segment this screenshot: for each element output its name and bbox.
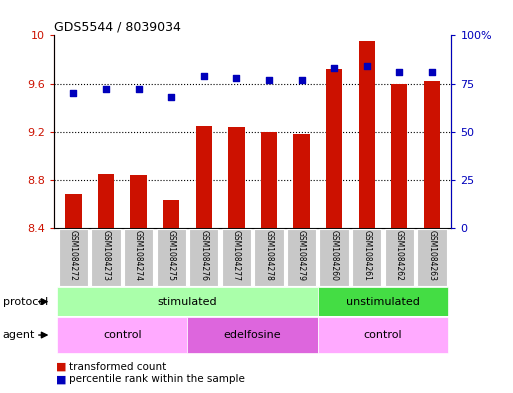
Text: ■: ■ [56, 374, 67, 384]
Bar [98, 174, 114, 228]
Text: GSM1084275: GSM1084275 [167, 230, 175, 281]
Bar [228, 127, 245, 228]
Point [200, 73, 208, 79]
Text: GSM1084272: GSM1084272 [69, 230, 78, 281]
Bar [189, 228, 219, 286]
Bar [318, 287, 448, 316]
Point [69, 90, 77, 96]
Text: percentile rank within the sample: percentile rank within the sample [69, 374, 245, 384]
Text: GSM1084274: GSM1084274 [134, 230, 143, 281]
Bar [359, 41, 375, 228]
Text: control: control [103, 330, 142, 340]
Text: GSM1084276: GSM1084276 [199, 230, 208, 281]
Text: GSM1084262: GSM1084262 [395, 230, 404, 281]
Point [330, 65, 338, 71]
Bar [287, 228, 316, 286]
Bar [326, 69, 342, 228]
Bar [261, 132, 277, 228]
Text: unstimulated: unstimulated [346, 297, 420, 307]
Bar [320, 228, 349, 286]
Bar [293, 134, 310, 228]
Text: ■: ■ [56, 362, 67, 372]
Point [232, 75, 241, 81]
Bar [254, 228, 284, 286]
Bar [417, 228, 446, 286]
Text: edelfosine: edelfosine [224, 330, 282, 340]
Text: GSM1084260: GSM1084260 [330, 230, 339, 281]
Bar [222, 228, 251, 286]
Bar [163, 200, 180, 228]
Point [167, 94, 175, 100]
Bar [59, 228, 88, 286]
Text: GDS5544 / 8039034: GDS5544 / 8039034 [54, 20, 181, 33]
Text: GSM1084273: GSM1084273 [102, 230, 110, 281]
Text: GSM1084278: GSM1084278 [264, 230, 273, 281]
Bar [424, 81, 440, 228]
Point [363, 63, 371, 69]
Bar [57, 287, 318, 316]
Point [265, 77, 273, 83]
Text: protocol: protocol [3, 297, 48, 307]
Text: GSM1084261: GSM1084261 [362, 230, 371, 281]
Bar [57, 317, 187, 353]
Bar [91, 228, 121, 286]
Bar [385, 228, 414, 286]
Bar [65, 194, 82, 228]
Text: GSM1084277: GSM1084277 [232, 230, 241, 281]
Point [134, 86, 143, 92]
Bar [195, 126, 212, 228]
Text: transformed count: transformed count [69, 362, 167, 372]
Bar [391, 83, 407, 228]
Bar [124, 228, 153, 286]
Point [298, 77, 306, 83]
Text: agent: agent [3, 330, 35, 340]
Bar [187, 317, 318, 353]
Point [395, 69, 403, 75]
Point [428, 69, 436, 75]
Bar [130, 175, 147, 228]
Bar [318, 317, 448, 353]
Text: stimulated: stimulated [157, 297, 218, 307]
Bar [156, 228, 186, 286]
Text: GSM1084263: GSM1084263 [427, 230, 437, 281]
Bar [352, 228, 381, 286]
Text: control: control [364, 330, 402, 340]
Text: GSM1084279: GSM1084279 [297, 230, 306, 281]
Point [102, 86, 110, 92]
